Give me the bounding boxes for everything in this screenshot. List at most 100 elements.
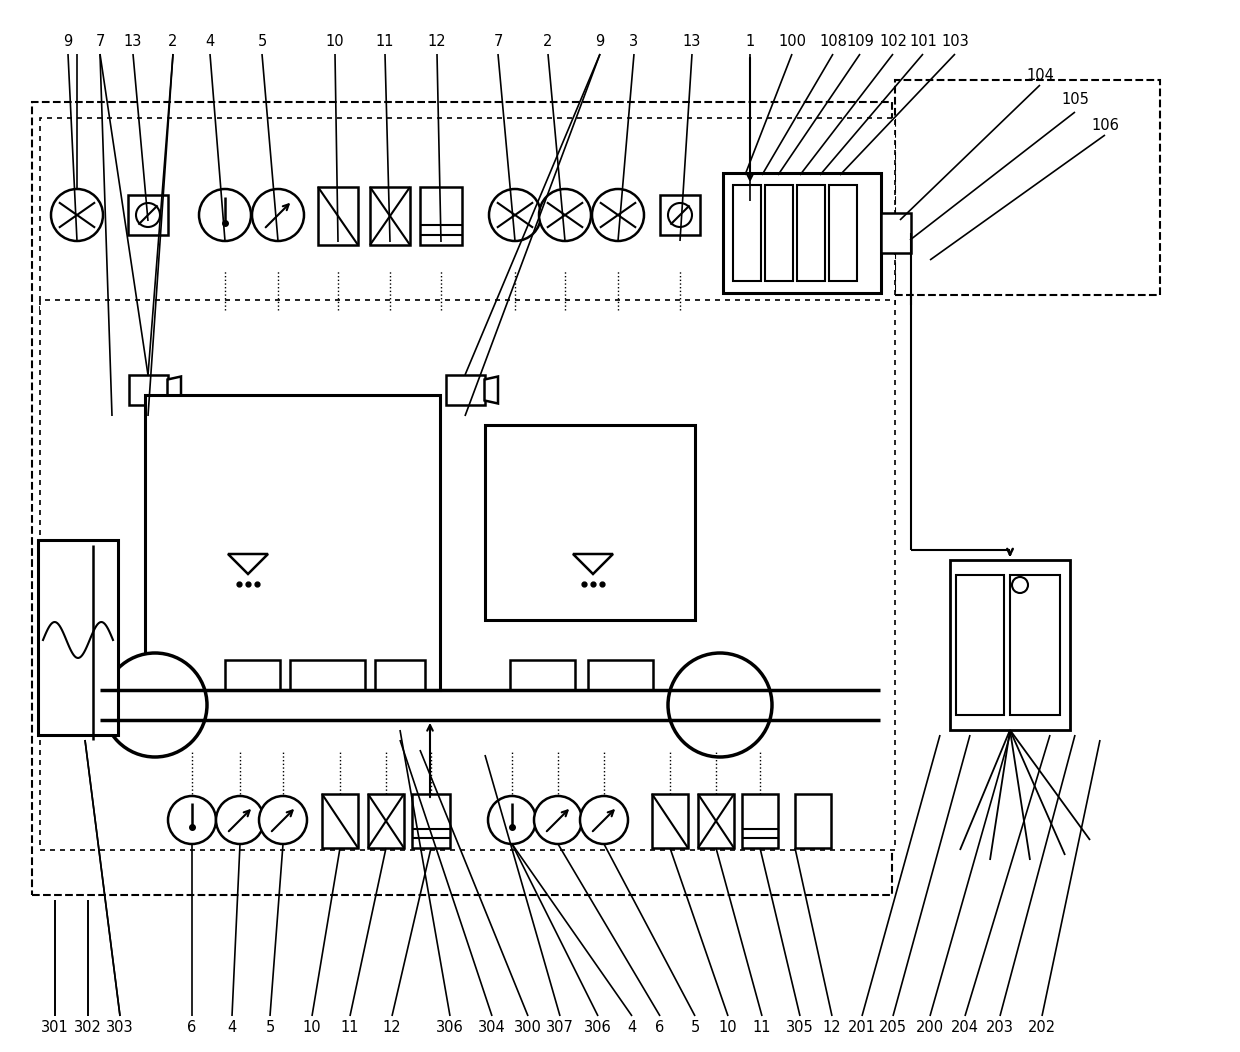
Circle shape [489,796,536,844]
Circle shape [252,189,304,241]
Text: 13: 13 [124,35,143,49]
Bar [38,540,118,735]
Text: 3: 3 [630,35,639,49]
Text: 306: 306 [584,1020,611,1035]
Bar [795,794,831,848]
Circle shape [591,189,644,241]
Text: 104: 104 [1025,67,1054,82]
Text: 105: 105 [1061,93,1089,107]
Text: 101: 101 [909,35,937,49]
Bar [370,187,410,245]
Text: 9: 9 [595,35,605,49]
Circle shape [259,796,308,844]
Text: 202: 202 [1028,1020,1056,1035]
Bar [317,187,358,245]
Bar [128,195,167,235]
Bar [652,794,688,848]
Polygon shape [167,377,181,404]
Text: 10: 10 [303,1020,321,1035]
Text: 200: 200 [916,1020,944,1035]
Text: 1: 1 [745,35,755,49]
Bar [895,80,1159,295]
Text: 6: 6 [656,1020,665,1035]
Text: 6: 6 [187,1020,197,1035]
Bar [129,375,167,405]
Bar [40,118,895,310]
Circle shape [216,796,264,844]
Bar [322,794,358,848]
Bar [368,794,404,848]
Circle shape [167,796,216,844]
Text: 5: 5 [265,1020,274,1035]
Circle shape [668,203,692,227]
Circle shape [198,189,250,241]
Text: 9: 9 [63,35,73,49]
Polygon shape [485,377,498,404]
Text: 12: 12 [428,35,446,49]
Bar [412,794,450,848]
Text: 7: 7 [95,35,104,49]
Bar [445,375,485,405]
Bar [510,660,575,690]
Bar [145,394,440,690]
Bar [374,660,425,690]
Circle shape [534,796,582,844]
Text: 109: 109 [846,35,874,49]
Text: 12: 12 [822,1020,841,1035]
Text: 307: 307 [546,1020,574,1035]
Bar [485,425,694,620]
Polygon shape [573,554,613,574]
Text: 204: 204 [951,1020,980,1035]
Text: 13: 13 [683,35,701,49]
Text: 2: 2 [169,35,177,49]
Text: 7: 7 [494,35,502,49]
Text: 300: 300 [515,1020,542,1035]
Text: 10: 10 [326,35,345,49]
Text: 100: 100 [777,35,806,49]
Circle shape [539,189,591,241]
Text: 301: 301 [41,1020,69,1035]
Text: 2: 2 [543,35,553,49]
Text: 10: 10 [719,1020,738,1035]
Text: 304: 304 [479,1020,506,1035]
Circle shape [489,189,541,241]
Circle shape [103,653,207,757]
Text: 4: 4 [227,1020,237,1035]
Circle shape [668,653,773,757]
Text: 102: 102 [879,35,906,49]
Text: 5: 5 [258,35,267,49]
Text: 12: 12 [383,1020,402,1035]
Bar [1011,575,1060,715]
Text: 306: 306 [436,1020,464,1035]
Text: 303: 303 [107,1020,134,1035]
Bar [420,187,463,245]
Bar [723,173,880,294]
Text: 201: 201 [848,1020,875,1035]
Bar [40,300,895,850]
Bar [765,185,794,281]
Text: 302: 302 [74,1020,102,1035]
Text: 305: 305 [786,1020,813,1035]
Text: 203: 203 [986,1020,1014,1035]
Bar [733,185,761,281]
Text: 11: 11 [341,1020,360,1035]
Text: 11: 11 [376,35,394,49]
Bar [830,185,857,281]
Bar [32,102,892,895]
Bar [950,560,1070,730]
Text: 103: 103 [941,35,968,49]
Bar [698,794,734,848]
Bar [797,185,825,281]
Circle shape [136,203,160,227]
Text: 106: 106 [1091,118,1118,133]
Text: 5: 5 [691,1020,699,1035]
Bar [956,575,1004,715]
Bar [588,660,653,690]
Bar [742,794,777,848]
Circle shape [580,796,627,844]
Text: 4: 4 [206,35,215,49]
Text: 108: 108 [820,35,847,49]
Polygon shape [228,554,268,574]
Circle shape [1012,576,1028,593]
Bar [224,660,280,690]
